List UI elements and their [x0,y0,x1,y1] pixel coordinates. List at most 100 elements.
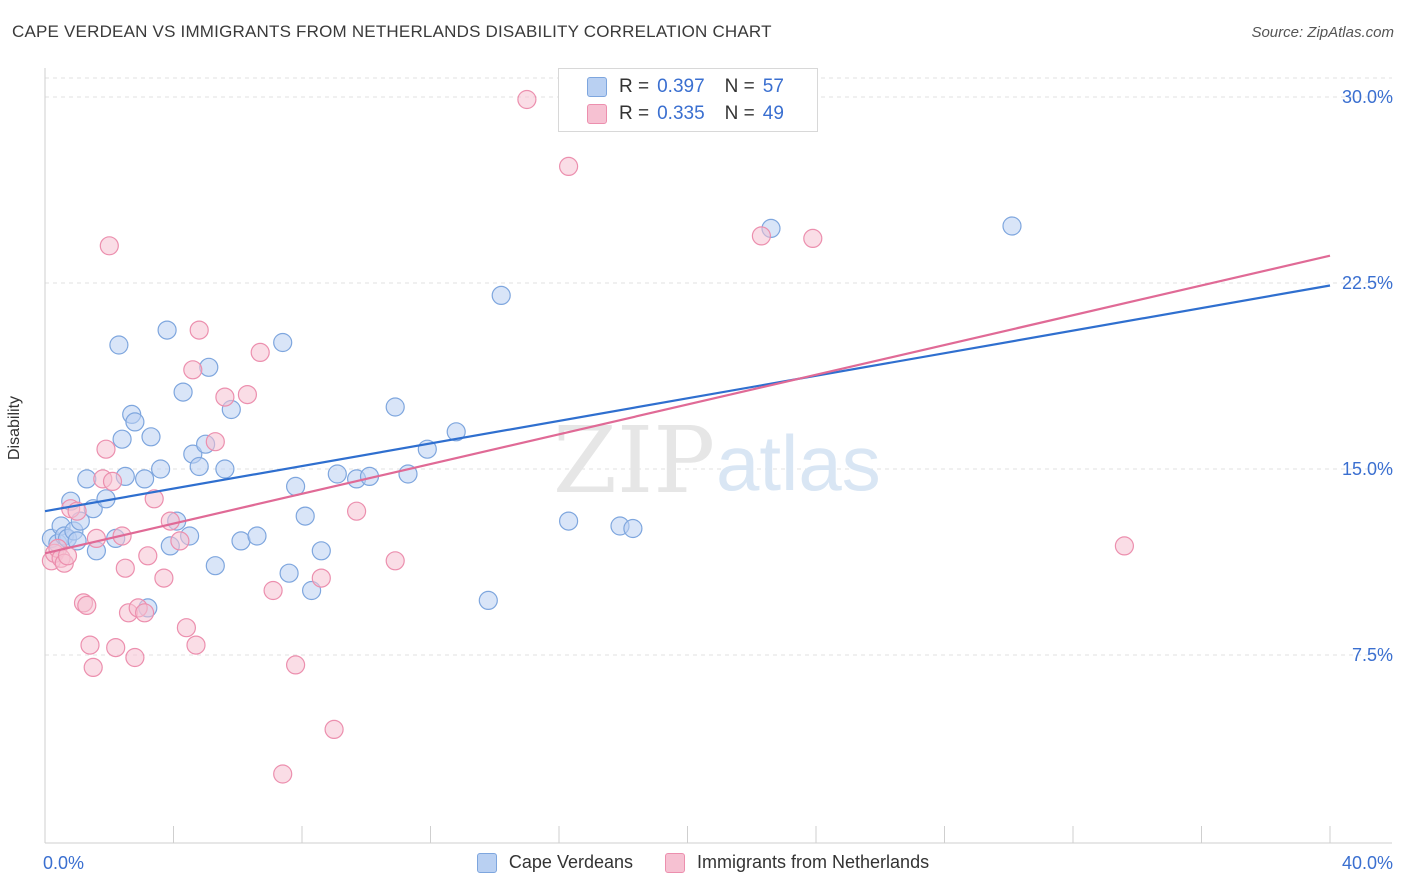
data-point [186,635,206,655]
data-point [295,506,315,526]
data-point [83,657,103,678]
data-point [478,590,498,611]
trend-lines [44,254,1331,555]
data-point [109,335,129,355]
legend-swatch-pink [587,104,607,124]
tick-labels: 7.5% 15.0% 22.5% 30.0% 0.0% 40.0% [43,87,1393,873]
x-tick-label: 40.0% [1342,853,1393,873]
data-point [144,489,164,509]
grid-lines [45,77,1392,656]
chart-title: CAPE VERDEAN VS IMMIGRANTS FROM NETHERLA… [12,22,772,41]
data-point [250,342,270,362]
data-point [279,563,299,583]
r-value: 0.397 [657,76,705,97]
data-point [125,647,145,668]
data-point [247,526,267,546]
data-point [86,528,107,549]
data-point [1002,216,1022,236]
data-point [215,387,235,407]
data-point [517,89,537,110]
data-point [1114,536,1135,556]
watermark: ZIP atlas [553,407,881,514]
data-point [623,518,643,539]
data-point [151,459,171,479]
data-point [115,558,135,578]
trend-line-netherlands [44,254,1331,555]
series-cape-verdeans-points [41,216,1022,618]
data-point [106,637,126,658]
y-tick-label: 15.0% [1342,459,1393,479]
r-label: R = [619,103,650,124]
data-point [558,511,579,531]
data-point [803,228,823,248]
data-point [446,422,466,442]
data-point [385,397,405,417]
data-point [125,412,145,432]
data-point [311,568,331,588]
data-point [173,382,193,402]
series-legend: Cape Verdeans Immigrants from Netherland… [0,852,1406,873]
legend-swatch-pink [665,852,685,873]
watermark-atlas: atlas [716,419,881,507]
data-point [273,332,293,353]
data-point [205,432,225,452]
legend-label: Cape Verdeans [508,852,633,872]
data-point [102,471,123,491]
legend-swatch-blue [587,77,607,97]
data-point [324,719,344,740]
legend-label: Immigrants from Netherlands [697,852,930,872]
trend-line-cape-verdeans [44,284,1331,513]
data-point [237,385,257,405]
y-axis-label: Disability [6,395,23,460]
data-point [77,469,97,489]
data-point [189,456,209,477]
data-point [263,580,283,601]
source-label: Source: ZipAtlas.com [1251,24,1394,41]
legend-item-netherlands[interactable]: Immigrants from Netherlands [665,852,929,873]
data-point [99,236,119,256]
data-point [170,531,190,551]
legend-row-netherlands: R = 0.335 N = 49 [587,102,784,126]
data-point [154,568,174,588]
data-point [96,439,116,459]
y-tick-label: 7.5% [1352,645,1393,665]
data-point [176,618,196,638]
r-value: 0.335 [657,103,705,124]
data-point [286,655,306,675]
legend-row-cape-verdeans: R = 0.397 N = 57 [587,75,784,99]
data-point [189,320,209,340]
y-tick-label: 22.5% [1342,273,1393,293]
data-point [157,320,177,340]
data-point [112,429,132,449]
data-point [135,469,155,489]
n-label: N = [724,103,755,124]
data-point [77,595,97,616]
legend-item-cape-verdeans[interactable]: Cape Verdeans [476,852,633,873]
data-point [141,427,161,447]
data-point [385,551,405,571]
data-point [327,464,347,484]
r-label: R = [619,76,650,97]
data-point [138,546,158,566]
data-point [347,501,367,521]
x-tick-label: 0.0% [43,853,84,873]
data-point [558,156,579,176]
data-point [199,357,219,377]
data-point [135,603,155,623]
y-tick-label: 30.0% [1342,87,1393,107]
correlation-legend: R = 0.397 N = 57 R = 0.335 N = 49 [558,68,818,132]
data-point [80,635,100,655]
data-point [183,360,203,380]
watermark-zip: ZIP [553,407,715,514]
n-value: 49 [762,103,784,124]
data-point [273,764,293,784]
data-point [57,546,78,566]
data-point [311,541,331,561]
axes [44,68,1392,844]
legend-swatch-blue [476,852,497,873]
data-point [231,531,251,551]
n-label: N = [724,76,755,97]
data-point [205,556,225,576]
data-point [215,459,235,479]
